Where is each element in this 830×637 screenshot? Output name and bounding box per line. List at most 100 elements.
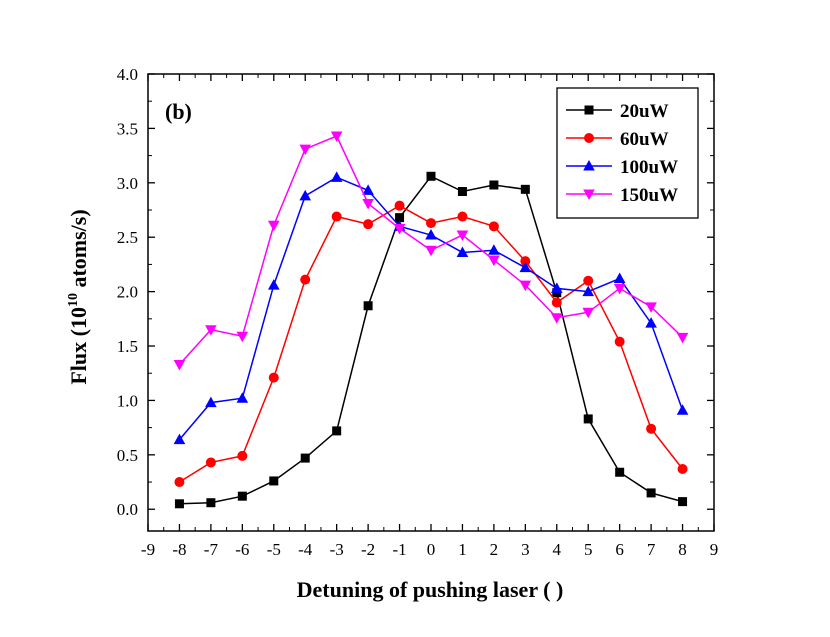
legend-entry-20uW: 20uW [566,101,669,122]
data-point [676,404,689,415]
data-point [678,497,688,507]
data-point [299,189,312,201]
y-tick-label: 2.0 [117,283,138,302]
y-axis-title: Flux (1010 atoms/s) [66,209,91,384]
data-point [267,279,280,290]
data-point [520,184,530,194]
y-axis-title-suffix: atoms/s) [66,209,91,293]
data-point [613,283,626,295]
x-tick-label: 0 [427,540,436,559]
legend-marker [584,105,594,115]
x-tick-label: -2 [361,540,375,559]
data-point [551,297,562,308]
data-point [613,272,626,284]
y-tick-label: 1.0 [117,391,138,410]
data-point [299,144,312,156]
data-point [457,211,468,222]
data-point [362,198,374,210]
x-tick-label: -4 [298,540,313,559]
data-point [205,325,217,336]
data-point [645,317,657,328]
data-point [300,274,311,285]
data-point [583,414,593,424]
x-tick-label: 6 [615,540,624,559]
data-point [205,457,216,468]
legend-entry-100uW: 100uW [566,157,678,178]
data-point [174,477,185,488]
data-point [582,285,595,297]
x-tick-label: 2 [490,540,499,559]
data-point [173,360,186,371]
data-point [426,171,436,181]
data-point [519,261,532,273]
x-tick-label: 3 [521,540,530,559]
data-point [363,219,374,230]
x-tick-label: 4 [553,540,562,559]
legend-marker [583,189,595,200]
data-point [173,433,186,445]
data-point [676,332,689,344]
x-axis-title: Detuning of pushing laser ( ) [297,577,564,602]
data-point [457,187,467,197]
data-point [550,282,563,293]
data-point [488,255,500,267]
data-point [332,426,342,436]
y-tick-label: 0.5 [117,446,138,465]
x-tick-label: -7 [204,540,219,559]
data-point [393,224,406,235]
legend-label: 60uW [620,129,669,150]
data-point [488,221,499,232]
data-point [645,302,657,313]
data-point [330,131,343,143]
series-150uW [173,131,689,371]
data-point [456,230,469,242]
data-point [268,372,279,383]
data-point [615,467,625,477]
x-tick-label: -3 [330,540,344,559]
data-point [267,220,280,232]
data-point [550,313,563,324]
data-point [330,171,343,182]
panel-label: (b) [165,99,192,124]
x-tick-label: -5 [267,540,281,559]
x-tick-label: -6 [235,540,249,559]
legend-label: 100uW [620,157,678,178]
legend: 20uW 60uW 100uW 150uW [556,87,699,219]
data-point [677,463,688,474]
y-tick-label: 3.5 [117,119,138,138]
data-point [394,200,405,211]
x-tick-label: 1 [458,540,467,559]
y-axis-title-exponent: 10 [66,293,81,307]
legend-marker [583,160,595,171]
data-point [174,499,184,509]
data-point [582,307,595,319]
data-point [426,218,436,229]
data-point [614,336,625,347]
data-point [456,246,469,257]
y-tick-label: 0.0 [117,500,138,519]
data-point [237,491,247,501]
series-layer [173,131,689,509]
data-point [362,184,374,195]
data-point [489,180,499,190]
data-point [237,450,248,461]
data-point [646,423,657,434]
x-tick-label: 5 [584,540,593,559]
legend-label: 20uW [620,101,669,122]
data-point [583,275,594,286]
y-tick-label: 3.0 [117,174,138,193]
data-point [205,396,217,408]
data-point [519,280,532,292]
data-point [236,331,249,343]
data-point [395,213,405,223]
x-tick-label: -9 [141,540,155,559]
y-tick-label: 2.5 [117,228,138,247]
data-point [488,244,500,255]
data-point [269,476,279,486]
x-tick-label: 8 [678,540,687,559]
axes: -9 -8 -7 -6 -5 -4 -3 -2 -1 0 1 2 3 4 5 6 7 8 9 0.0 0.5 1.0 1.5… [117,65,719,559]
data-point [363,301,373,311]
data-point [425,229,437,240]
x-tick-label: -1 [392,540,406,559]
data-point [300,453,310,463]
